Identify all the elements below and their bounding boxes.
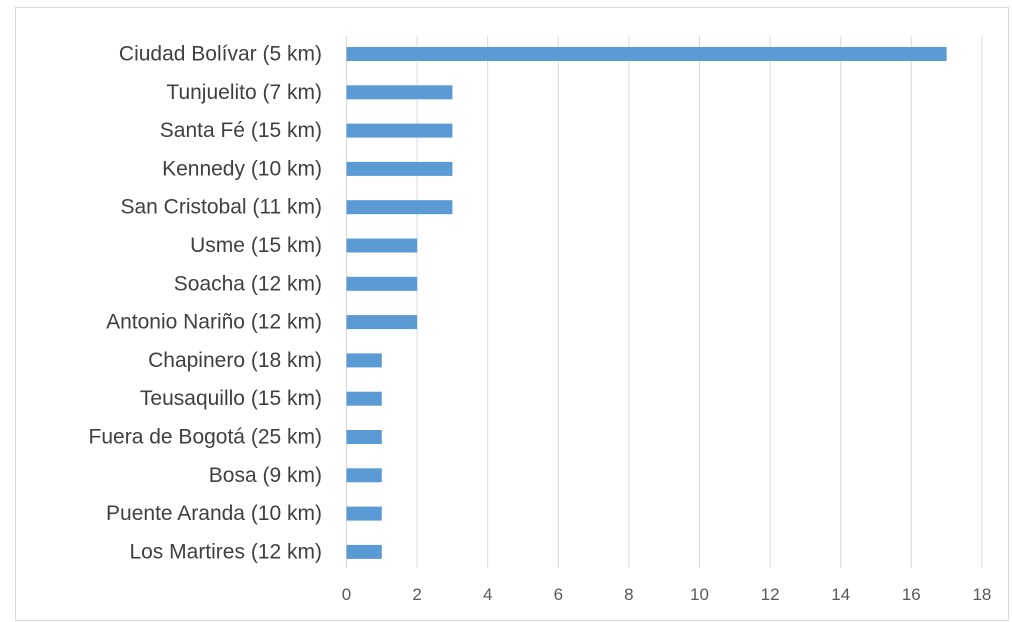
category-labels: Ciudad Bolívar (5 km) Tunjuelito (7 km) Sa…: [89, 43, 322, 564]
bar: [346, 315, 418, 330]
x-tick-label: 2: [412, 585, 421, 604]
bar: [346, 506, 382, 521]
gridlines: [346, 36, 983, 568]
x-tick-label: 8: [624, 585, 633, 604]
bar: [346, 85, 453, 100]
category-label: Teusaquillo (15 km): [140, 387, 322, 410]
x-tick-label: 0: [342, 585, 351, 604]
bar: [346, 123, 453, 138]
x-tick-label: 6: [554, 585, 563, 604]
category-label: Usme (15 km): [190, 234, 322, 257]
bar: [346, 430, 382, 444]
category-label: Fuera de Bogotá (25 km): [89, 426, 322, 449]
category-label: Chapinero (18 km): [148, 349, 322, 372]
x-tick-labels: 0 2 4 6 8 10 12 14 16 18: [342, 585, 992, 604]
bar: [346, 468, 382, 483]
category-label: San Cristobal (11 km): [120, 196, 322, 219]
x-tick-label: 4: [483, 585, 492, 604]
bar: [346, 391, 382, 406]
bar: [346, 238, 418, 253]
x-tick-label: 12: [761, 585, 780, 604]
category-label: Kennedy (10 km): [162, 157, 322, 180]
bar: [346, 544, 382, 559]
category-label: Soacha (12 km): [174, 272, 322, 295]
category-label: Antonio Nariño (12 km): [106, 311, 322, 334]
category-label: Puente Aranda (10 km): [106, 502, 322, 525]
x-tick-label: 10: [690, 585, 709, 604]
bar: [346, 161, 453, 176]
category-label: Ciudad Bolívar (5 km): [119, 43, 322, 66]
bars: [346, 47, 947, 559]
category-label: Los Martires (12 km): [129, 540, 322, 563]
category-label: Tunjuelito (7 km): [166, 81, 322, 104]
x-tick-label: 16: [902, 585, 921, 604]
category-label: Bosa (9 km): [209, 464, 322, 487]
x-tick-label: 14: [831, 585, 850, 604]
bar: [346, 200, 453, 215]
bar: [346, 276, 418, 291]
bar: [346, 353, 382, 368]
category-label: Santa Fé (15 km): [160, 119, 322, 142]
x-tick-label: 18: [972, 585, 991, 604]
bar: [346, 47, 947, 61]
chart-frame: [15, 7, 1009, 621]
